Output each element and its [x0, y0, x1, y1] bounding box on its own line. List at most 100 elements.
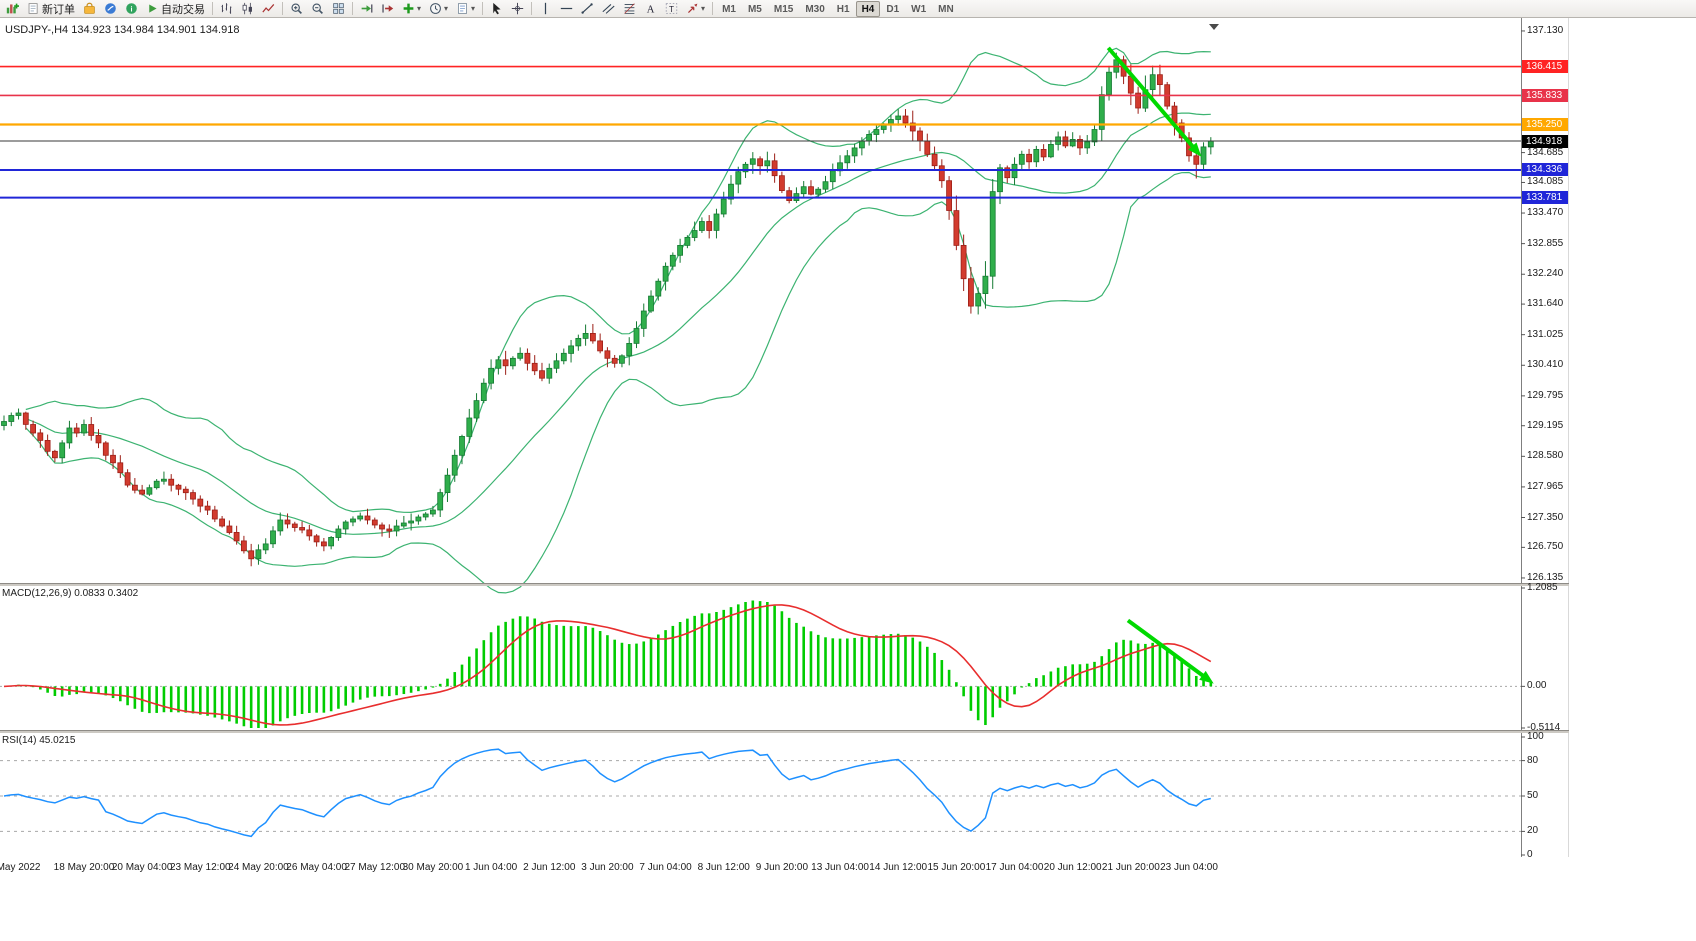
trendline-icon	[581, 2, 594, 15]
time-axis-label: 17 Jun 04:00	[985, 862, 1044, 873]
timeframe-m1-button[interactable]: M1	[722, 3, 736, 15]
rsi-scale-label: 0	[1527, 849, 1533, 860]
dropdown-arrow-icon: ▾	[701, 3, 706, 13]
price-tick-label: 131.640	[1527, 298, 1564, 310]
text-a-icon: A	[644, 2, 657, 15]
line-chart-button[interactable]	[258, 1, 279, 17]
timeframe-h4-button[interactable]: H4	[855, 0, 881, 17]
autotrading-button[interactable]: 自动交易	[142, 1, 209, 17]
candlestick-chart-button[interactable]	[237, 1, 258, 17]
bars-icon	[220, 2, 233, 15]
cursor-icon	[490, 2, 503, 15]
time-axis-label: 23 Jun 04:00	[1160, 862, 1218, 873]
dropdown-arrow-icon: ▾	[444, 3, 449, 13]
zoom-out-button[interactable]	[307, 1, 328, 17]
new-chart-button[interactable]	[2, 1, 23, 17]
timeframe-h1-button[interactable]: H1	[836, 3, 850, 15]
timeframe-m30-button[interactable]: M30	[805, 3, 825, 15]
price-tick-label: 133.470	[1527, 207, 1564, 219]
auto-scroll-button[interactable]	[356, 1, 377, 17]
price-tick-label: 132.855	[1527, 237, 1564, 249]
time-axis-label: 9 Jun 20:00	[755, 862, 809, 873]
timeframe-m15-button[interactable]: M15	[773, 3, 794, 15]
zoom-in-icon	[290, 2, 303, 15]
time-axis-label: 23 May 12:00	[169, 862, 231, 873]
new-order-button[interactable]: 新订单	[23, 1, 79, 17]
price-tick-label: 129.195	[1527, 419, 1564, 431]
bar-chart-button[interactable]	[216, 1, 237, 17]
svg-text:T: T	[669, 5, 674, 14]
fibonacci-button[interactable]	[619, 1, 640, 17]
autotrade-icon	[146, 2, 159, 15]
toolbar-separator	[482, 2, 484, 15]
rsi-scale-label: 80	[1527, 754, 1539, 766]
time-axis[interactable]: May 2022 18 May 20:00 20 May 04:00 23 May 1…	[0, 857, 1569, 878]
macd-scale-label: -0.5114	[1527, 722, 1561, 733]
price-tick-label: 130.410	[1527, 359, 1564, 371]
main-toolbar: 新订单 i 自动交易 ▾ ▾ ▾ A T ▾ M1 M5 M15 M30 H1 H4 D1 W1 MN	[0, 0, 1696, 18]
time-axis-label: 20 Jun 12:00	[1043, 862, 1102, 873]
time-axis-label: 8 Jun 12:00	[697, 862, 750, 873]
price-tick-label: 127.965	[1527, 480, 1564, 492]
trendline-button[interactable]	[577, 1, 598, 17]
dropdown-arrow-icon: ▾	[471, 3, 476, 13]
price-tick-label: 127.350	[1527, 511, 1564, 523]
community-button[interactable]: i	[121, 1, 142, 17]
new-order-icon	[27, 2, 40, 15]
timeframe-w1-button[interactable]: W1	[911, 3, 927, 15]
time-axis-label: 1 Jun 04:00	[464, 862, 518, 873]
time-axis-label: 30 May 20:00	[402, 862, 464, 873]
toolbar-separator	[531, 2, 533, 15]
crosshair-button[interactable]	[507, 1, 528, 17]
cursor-button[interactable]	[486, 1, 507, 17]
toolbar-separator	[212, 2, 213, 15]
fibo-icon	[623, 2, 636, 15]
time-axis-label: 7 Jun 04:00	[639, 862, 692, 873]
label-button[interactable]: T	[661, 1, 682, 17]
timeframe-m5-button[interactable]: M5	[747, 3, 762, 15]
periods-button[interactable]: ▾	[425, 1, 452, 17]
indicators-button[interactable]: ▾	[398, 1, 425, 17]
arrows-button[interactable]: ▾	[682, 1, 709, 17]
price-scale[interactable]: 137.130 134.685 134.085 133.470 132.855 132.2…	[1522, 18, 1569, 877]
time-axis-label: May 2022	[0, 862, 41, 873]
time-axis-label: 27 May 12:00	[344, 862, 406, 873]
time-axis-label: 18 May 20:00	[53, 862, 115, 873]
text-button[interactable]: A	[640, 1, 661, 17]
timeframe-d1-button[interactable]: D1	[886, 3, 900, 15]
market-button[interactable]	[79, 1, 100, 17]
panel-divider-rsi[interactable]	[0, 730, 1569, 733]
candles-icon	[241, 2, 254, 15]
price-level-tag: 134.336	[1522, 163, 1568, 177]
autotrading-button-label: 自动交易	[161, 3, 205, 16]
templates-button[interactable]: ▾	[452, 1, 479, 17]
new-order-button-label: 新订单	[42, 3, 75, 16]
signals-button[interactable]	[100, 1, 121, 17]
channel-button[interactable]	[598, 1, 619, 17]
tile-windows-button[interactable]	[328, 1, 349, 17]
panel-divider-macd[interactable]	[0, 583, 1569, 586]
clock-icon	[429, 2, 442, 15]
time-axis-label: 14 Jun 12:00	[869, 862, 928, 873]
vertical-line-button[interactable]	[535, 1, 556, 17]
zoom-in-button[interactable]	[286, 1, 307, 17]
time-axis-label: 3 Jun 20:00	[581, 862, 634, 873]
price-level-tag: 135.833	[1522, 88, 1568, 102]
price-chart-canvas[interactable]	[0, 18, 1569, 878]
price-tick-label: 137.130	[1527, 24, 1564, 36]
template-icon	[456, 2, 469, 15]
horizontal-line-button[interactable]	[556, 1, 577, 17]
price-tick-label: 128.580	[1527, 450, 1564, 462]
crosshair-icon	[511, 2, 524, 15]
chart-shift-button[interactable]	[377, 1, 398, 17]
chart-new-icon	[6, 2, 19, 15]
time-axis-label: 2 Jun 12:00	[523, 862, 576, 873]
rsi-scale-label: 50	[1527, 790, 1539, 801]
zoom-out-icon	[311, 2, 324, 15]
timeframe-mn-button[interactable]: MN	[938, 3, 954, 15]
hline-icon	[560, 2, 573, 15]
indicators-icon	[402, 2, 415, 15]
channel-icon	[602, 2, 615, 15]
price-tick-label: 132.240	[1527, 268, 1564, 280]
signals-icon	[104, 2, 117, 15]
